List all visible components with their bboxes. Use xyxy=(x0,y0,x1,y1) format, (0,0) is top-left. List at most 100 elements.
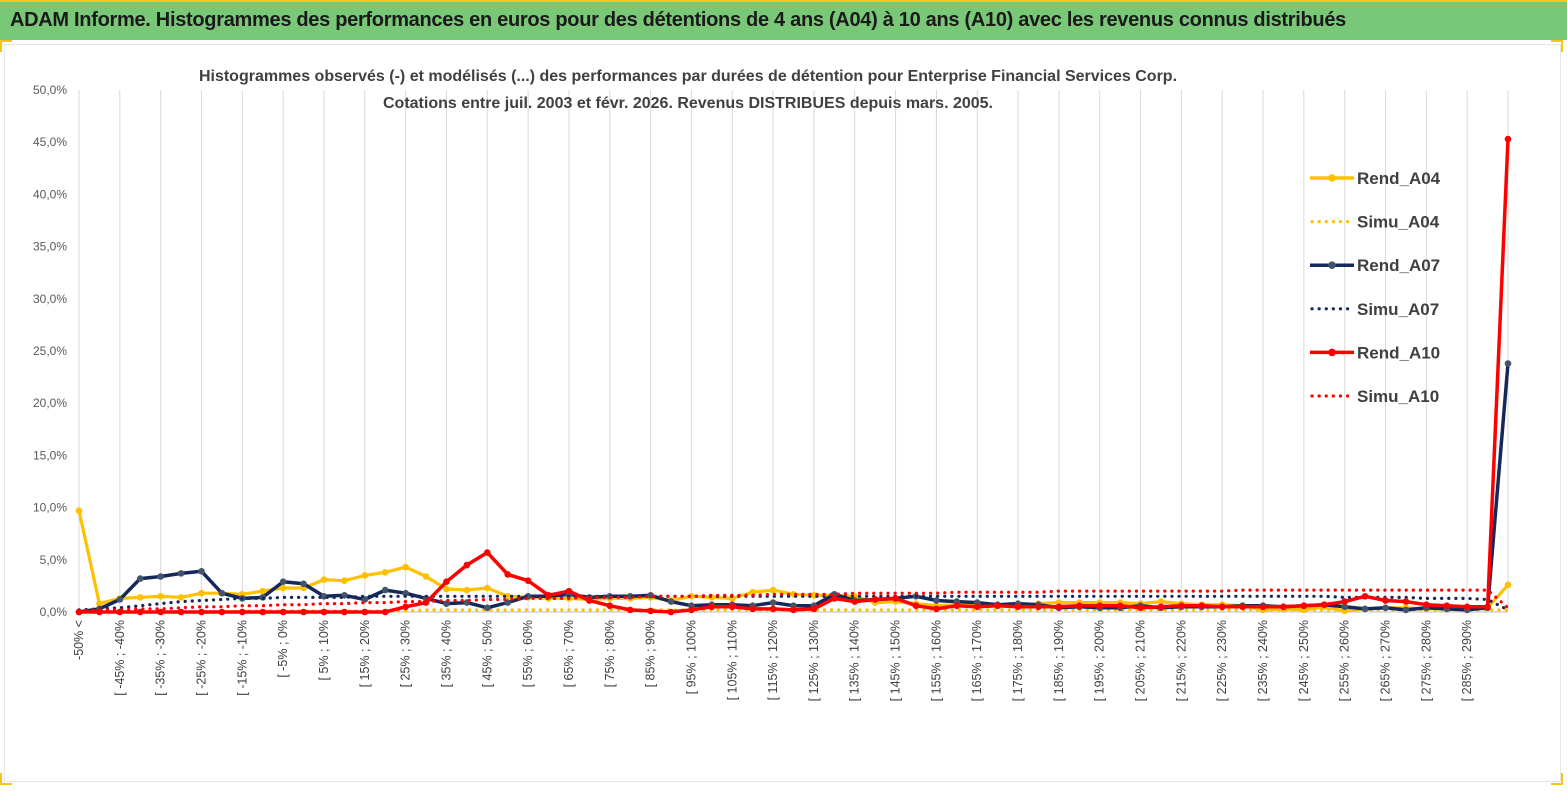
data-point xyxy=(198,589,205,597)
data-point xyxy=(524,577,532,584)
x-tick-label: [ -5% ; 0% xyxy=(276,620,290,678)
data-point xyxy=(504,571,512,578)
data-point xyxy=(157,608,164,616)
data-point xyxy=(749,605,756,613)
x-tick-label: [ -25% ; -20% xyxy=(194,620,208,696)
x-tick-label: [ 175% ; 180% xyxy=(1011,620,1025,701)
data-point xyxy=(1157,603,1165,611)
x-tick-label: [ 155% ; 160% xyxy=(929,620,943,701)
x-tick-label: [ 255% ; 260% xyxy=(1338,620,1352,701)
data-point xyxy=(1382,597,1389,604)
frame-corner xyxy=(0,40,12,52)
data-point xyxy=(381,586,389,594)
data-point xyxy=(749,588,756,596)
legend-entry-Rend_A04: Rend_A04 xyxy=(1310,169,1441,188)
y-tick-label: 35,0% xyxy=(33,240,67,254)
x-tick-label: [ 5% ; 10% xyxy=(317,620,331,680)
y-tick-label: 10,0% xyxy=(33,501,67,515)
data-point xyxy=(504,599,512,606)
x-tick-label: [ -45% ; -40% xyxy=(113,620,127,696)
data-point xyxy=(871,596,879,603)
chart-subtitle: Cotations entre juil. 2003 et févr. 2026… xyxy=(383,95,993,112)
report-title: ADAM Informe. Histogrammes des performan… xyxy=(10,9,1346,31)
data-point xyxy=(810,605,818,613)
data-point xyxy=(1096,602,1104,610)
data-point xyxy=(198,567,205,575)
data-point xyxy=(667,598,675,605)
series-Simu_A10 xyxy=(77,588,1510,613)
data-point xyxy=(1280,603,1287,611)
series-Rend_A10 xyxy=(75,135,1512,616)
x-tick-label: [ 185% ; 190% xyxy=(1052,620,1066,701)
data-point xyxy=(1402,598,1410,605)
x-tick-label: [ 195% ; 200% xyxy=(1093,620,1107,701)
x-tick-label: [ 285% ; 290% xyxy=(1460,620,1474,701)
y-tick-label: 25,0% xyxy=(33,344,67,358)
data-point xyxy=(279,608,287,616)
x-tick-label: [ 135% ; 140% xyxy=(848,620,862,701)
data-point xyxy=(1218,603,1226,611)
data-point xyxy=(1055,603,1063,611)
data-point xyxy=(361,608,369,616)
legend-label: Simu_A10 xyxy=(1357,387,1439,406)
data-point xyxy=(667,608,675,616)
y-tick-label: 30,0% xyxy=(33,292,67,306)
x-tick-label: [ 75% ; 80% xyxy=(603,620,617,687)
x-tick-label: [ 95% ; 100% xyxy=(684,620,698,694)
x-tick-label: [ 215% ; 220% xyxy=(1174,620,1188,701)
data-point xyxy=(1504,581,1512,589)
legend-entry-Rend_A07: Rend_A07 xyxy=(1310,256,1440,275)
chart-title: Histogrammes observés (-) et modélisés (… xyxy=(199,68,1177,85)
data-point xyxy=(422,573,430,580)
series-Simu_A07 xyxy=(77,594,1510,612)
x-axis: -50% < [ -45% ; -40% [ -35% ; -30% [ -25% ;… xyxy=(72,611,1508,701)
data-point xyxy=(341,577,348,584)
data-point xyxy=(1443,602,1451,610)
data-point xyxy=(769,599,777,606)
data-point xyxy=(912,602,920,610)
data-point xyxy=(933,597,940,604)
data-point xyxy=(75,507,83,515)
x-tick-label: [ 45% ; 50% xyxy=(480,620,494,687)
x-tick-label: [ 25% ; 30% xyxy=(399,620,413,687)
data-point xyxy=(320,576,328,583)
data-point xyxy=(443,578,450,586)
legend-entry-Simu_A04: Simu_A04 xyxy=(1310,213,1440,232)
data-point xyxy=(483,549,491,556)
data-point xyxy=(402,563,409,571)
data-point xyxy=(402,603,409,611)
y-axis: 0,0% 5,0% 10,0% 15,0% 20,0% 25,0% 30,0% 35,0% 40… xyxy=(33,83,67,619)
x-tick-label: [ 55% ; 60% xyxy=(521,620,535,687)
data-point xyxy=(463,586,471,594)
data-point xyxy=(851,598,859,605)
data-point xyxy=(1341,603,1348,611)
data-point xyxy=(769,586,777,594)
data-point xyxy=(688,593,695,600)
data-point xyxy=(198,608,205,616)
data-point xyxy=(769,605,777,613)
data-point xyxy=(177,594,185,601)
legend-label: Rend_A07 xyxy=(1357,256,1440,275)
data-point xyxy=(279,578,287,586)
x-tick-label: [ 65% ; 70% xyxy=(562,620,576,687)
legend-marker xyxy=(1328,261,1336,270)
x-tick-label: [ 165% ; 170% xyxy=(970,620,984,701)
data-point xyxy=(1504,360,1512,367)
legend-marker xyxy=(1328,174,1336,182)
data-point xyxy=(381,608,389,616)
data-point xyxy=(1035,603,1042,611)
data-point xyxy=(136,575,144,582)
data-point xyxy=(381,569,389,576)
data-point xyxy=(1484,603,1491,611)
data-point xyxy=(586,597,593,604)
y-tick-label: 0,0% xyxy=(40,605,68,619)
frame-corner xyxy=(1551,773,1563,785)
data-point xyxy=(973,603,981,611)
data-point xyxy=(1402,606,1410,614)
legend-marker xyxy=(1328,348,1336,357)
x-tick-label: [ 35% ; 40% xyxy=(439,620,453,687)
data-point xyxy=(1076,602,1083,610)
data-point xyxy=(1014,603,1022,611)
data-point xyxy=(831,595,838,602)
